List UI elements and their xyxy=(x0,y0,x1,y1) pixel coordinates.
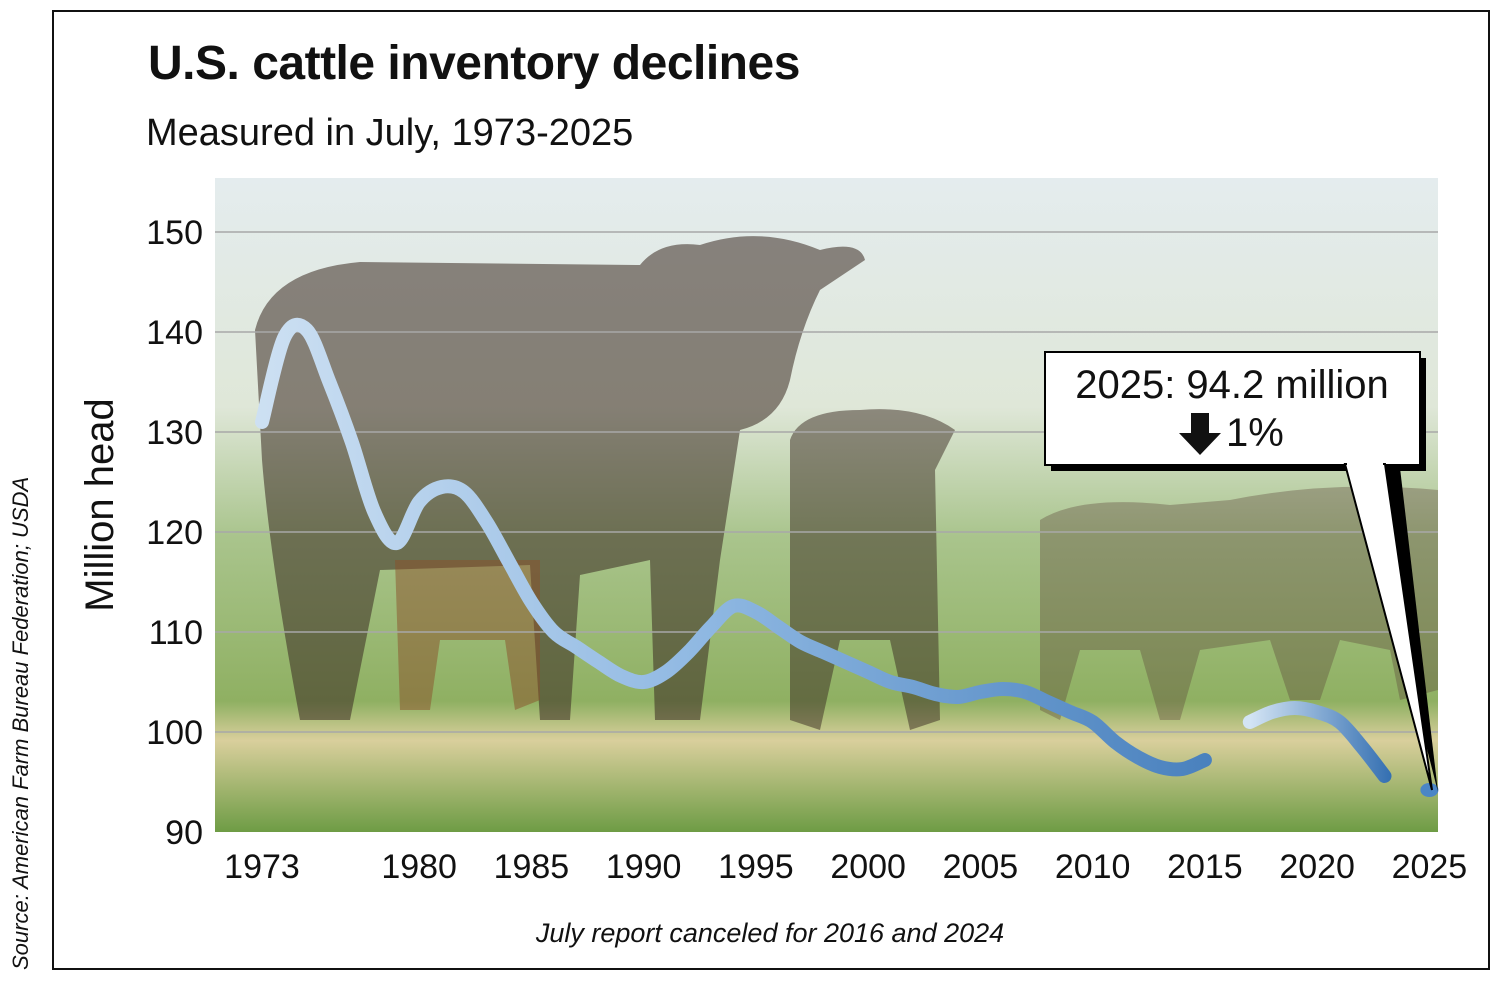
source-note: Source: American Farm Bureau Federation;… xyxy=(8,476,33,970)
data-line xyxy=(255,317,1439,797)
x-tick-label: 2005 xyxy=(943,848,1019,886)
x-tick-label: 2020 xyxy=(1279,848,1355,886)
y-tick-label: 120 xyxy=(146,514,203,552)
x-tick-label: 1980 xyxy=(381,848,457,886)
y-tick-label: 130 xyxy=(146,414,203,452)
chart-title: U.S. cattle inventory declines xyxy=(148,37,800,90)
line-segment xyxy=(1242,700,1392,783)
x-tick-label: 2015 xyxy=(1167,848,1243,886)
x-tick-label: 1990 xyxy=(606,848,682,886)
chart-subtitle: Measured in July, 1973-2025 xyxy=(146,112,634,154)
y-tick-label: 110 xyxy=(149,614,203,652)
down-arrow-icon xyxy=(1179,413,1221,455)
x-tick-label: 1985 xyxy=(494,848,570,886)
chart-frame xyxy=(52,10,1490,970)
x-tick-label: 2000 xyxy=(830,848,906,886)
x-tick-label: 2010 xyxy=(1055,848,1131,886)
y-tick-label: 100 xyxy=(146,714,203,752)
line-segment xyxy=(255,317,1212,777)
grid-lines xyxy=(215,231,1438,733)
y-tick-label: 140 xyxy=(146,314,203,352)
x-tick-label: 1995 xyxy=(718,848,794,886)
cow-silhouette-herd xyxy=(1040,486,1438,720)
callout-value-text: 2025: 94.2 million xyxy=(1075,363,1389,407)
x-tick-label: 1973 xyxy=(224,848,300,886)
callout-box xyxy=(1044,351,1421,466)
callout: 2025: 94.2 million 1% xyxy=(1044,351,1438,792)
y-axis-label: Million head xyxy=(78,398,122,611)
callout-change-text: 1% xyxy=(1226,411,1284,455)
y-tick-label: 90 xyxy=(165,814,203,852)
background-photo xyxy=(215,178,1438,832)
y-tick-labels: 90 100 110 120 130 140 150 xyxy=(146,214,203,852)
x-tick-labels: 1973 1980 1985 1990 1995 2000 2005 2010 2015 2020… xyxy=(224,848,1467,886)
cow-silhouette-large xyxy=(255,236,865,720)
x-tick-label: 2025 xyxy=(1392,848,1468,886)
cow-silhouette-brown-calf xyxy=(395,560,540,710)
y-tick-label: 150 xyxy=(146,214,203,252)
data-point-2025 xyxy=(1420,783,1439,797)
footnote: July report canceled for 2016 and 2024 xyxy=(535,918,1005,948)
